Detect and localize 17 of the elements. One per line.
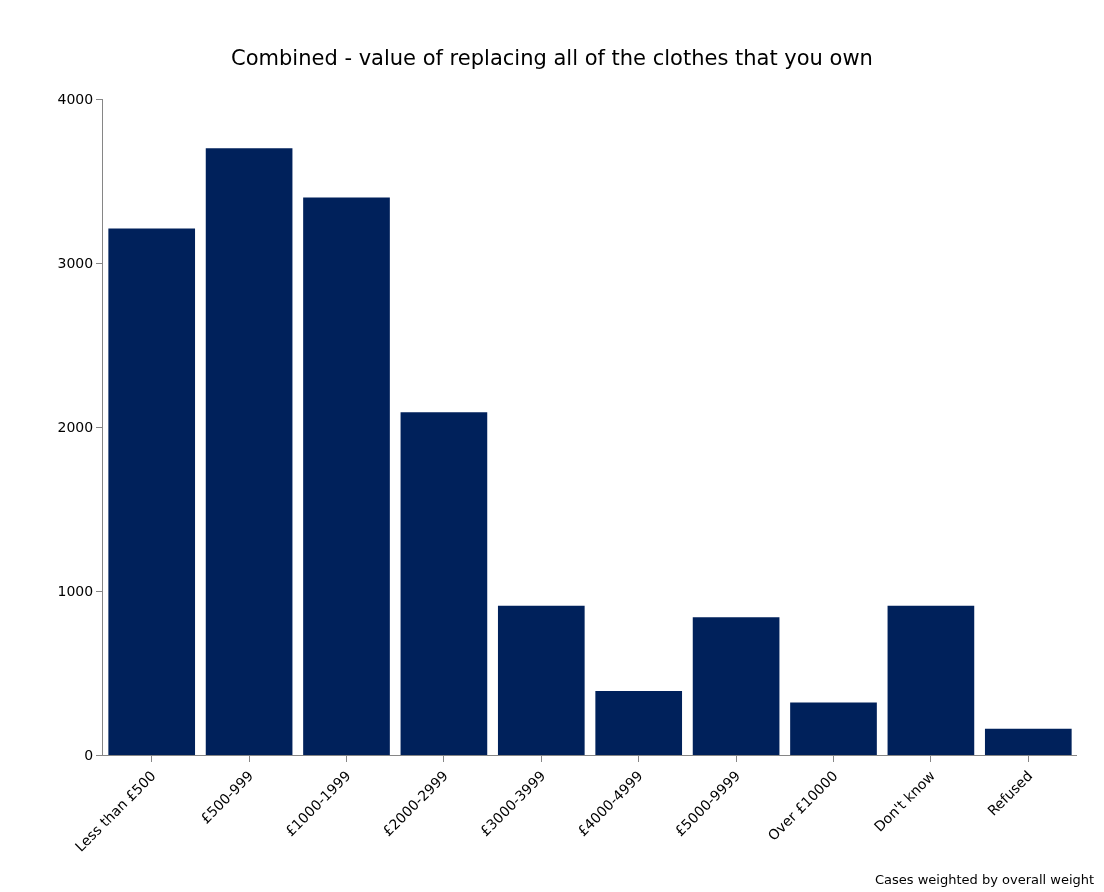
bar [303,197,390,755]
bar [108,228,196,755]
bar [790,702,877,755]
bar [595,691,683,755]
bar [205,148,293,755]
y-tick-label: 0 [84,746,94,763]
bar [400,412,488,755]
chart-title: Combined - value of replacing all of the clothes that you own [231,46,873,71]
bar [497,605,585,755]
bar [984,728,1072,755]
y-tick-label: 2000 [57,418,94,435]
bar [692,617,780,755]
y-tick-label: 3000 [57,254,94,271]
text: Cases weighted by overall weight [875,872,1095,887]
y-tick-label: 4000 [57,90,94,107]
bar [887,605,975,755]
y-tick-label: 1000 [57,582,94,599]
